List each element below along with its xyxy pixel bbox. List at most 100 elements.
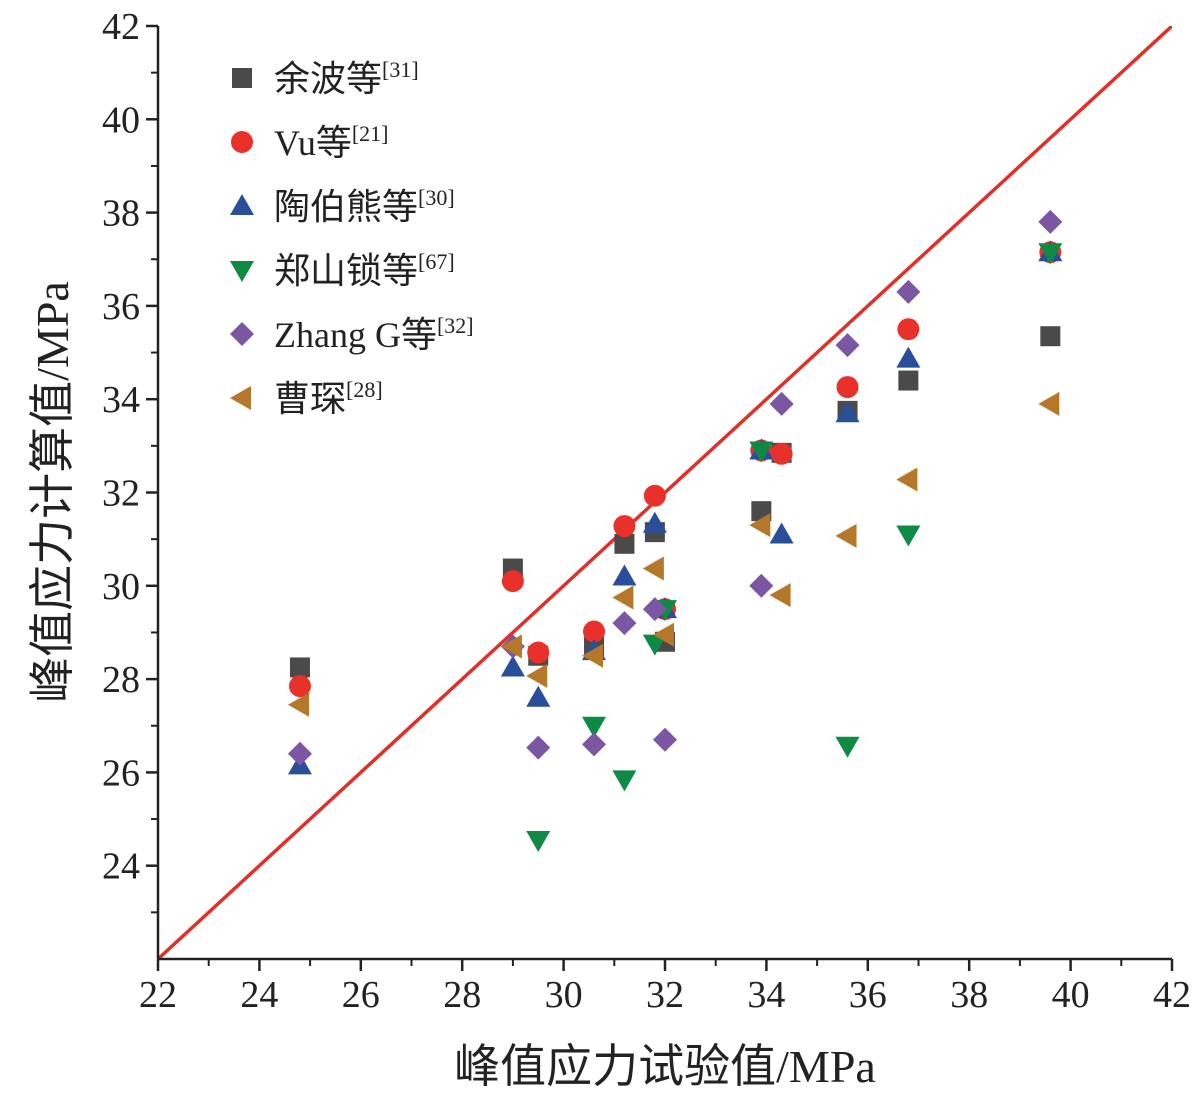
x-tick-label: 28 <box>443 974 481 1016</box>
legend-item: Vu等[21] <box>231 121 389 163</box>
data-point-triangle-left <box>612 585 634 610</box>
legend-reference: [21] <box>352 121 389 146</box>
data-point-circle <box>643 484 666 507</box>
legend-marker-triangle-up <box>230 194 254 215</box>
data-point-diamond <box>769 391 794 416</box>
data-point-triangle-left <box>287 692 309 717</box>
x-tick-label: 30 <box>545 974 583 1016</box>
legend-label: 郑山锁等[67] <box>274 249 455 291</box>
data-point-triangle-down <box>582 716 607 738</box>
data-point-diamond <box>526 735 551 760</box>
data-point-triangle-down <box>749 441 774 463</box>
y-tick-label: 40 <box>102 99 140 141</box>
legend-label: Zhang G等[32] <box>274 313 474 355</box>
data-point-square <box>289 657 310 678</box>
data-point-diamond <box>1038 209 1063 234</box>
x-tick-label: 36 <box>849 974 887 1016</box>
data-point-triangle-left <box>749 513 771 538</box>
x-tick-label: 42 <box>1153 974 1191 1016</box>
data-point-triangle-left <box>642 556 664 581</box>
y-tick-label: 34 <box>102 379 140 421</box>
data-point-circle <box>613 515 636 538</box>
y-tick-label: 32 <box>102 473 140 515</box>
y-tick-label: 42 <box>102 6 140 48</box>
data-point-triangle-up <box>896 346 921 368</box>
series-5 <box>287 391 1060 717</box>
data-point-triangle-left <box>526 663 548 688</box>
legend-series-name: 余波等 <box>274 59 382 99</box>
data-point-circle <box>501 570 524 593</box>
x-tick-label: 32 <box>646 974 684 1016</box>
legend-label: Vu等[21] <box>274 121 389 163</box>
data-point-triangle-up <box>612 564 637 586</box>
y-tick-label: 36 <box>102 286 140 328</box>
data-point-circle <box>897 318 920 341</box>
legend-item: 曹琛[28] <box>230 377 383 419</box>
legend-series-name: Vu等 <box>274 123 352 163</box>
data-point-triangle-up <box>642 511 667 533</box>
series-4 <box>287 209 1063 766</box>
x-tick-label: 24 <box>240 974 278 1016</box>
data-point-triangle-down <box>612 770 637 792</box>
legend-label: 陶伯熊等[30] <box>274 185 455 227</box>
data-point-diamond <box>835 333 860 358</box>
data-point-square <box>1040 326 1061 347</box>
data-point-diamond <box>749 573 774 598</box>
legend-marker-diamond <box>230 322 254 346</box>
data-point-triangle-left <box>896 467 918 492</box>
x-tick-label: 40 <box>1052 974 1090 1016</box>
legend-series-name: 曹琛 <box>274 379 346 419</box>
data-point-circle <box>770 442 793 465</box>
data-point-circle <box>288 675 311 698</box>
x-tick-label: 34 <box>747 974 785 1016</box>
y-tick-label: 26 <box>102 752 140 794</box>
data-point-circle <box>583 620 606 643</box>
legend-reference: [31] <box>382 57 419 82</box>
x-tick-label: 38 <box>950 974 988 1016</box>
legend-marker-triangle-left <box>230 386 251 410</box>
data-point-circle <box>836 376 859 399</box>
marker-layer <box>287 209 1063 853</box>
data-point-diamond <box>642 597 667 622</box>
data-point-triangle-down <box>642 634 667 656</box>
data-point-triangle-up <box>835 401 860 423</box>
legend-item: Zhang G等[32] <box>230 313 474 355</box>
x-axis-title: 峰值应力试验值/MPa <box>454 1041 876 1092</box>
data-point-triangle-down <box>835 736 860 758</box>
data-point-square <box>614 533 635 554</box>
legend: 余波等[31] Vu等[21] 陶伯熊等[30] 郑山锁等[67] Zhang G等[3… <box>230 57 474 419</box>
data-point-square <box>898 370 919 391</box>
data-point-diamond <box>653 727 677 752</box>
legend-marker-triangle-down <box>230 261 254 282</box>
legend-series-name: 陶伯熊等 <box>274 187 418 227</box>
data-point-triangle-left <box>835 523 857 548</box>
legend-reference: [30] <box>418 185 455 210</box>
data-point-triangle-up <box>526 685 551 707</box>
y-tick-label: 30 <box>102 566 140 608</box>
data-point-triangle-left <box>1038 391 1060 416</box>
legend-item: 郑山锁等[67] <box>230 249 455 291</box>
legend-reference: [28] <box>346 377 383 402</box>
data-point-diamond <box>896 279 921 304</box>
series-0 <box>289 326 1061 678</box>
y-axis-title: 峰值应力计算值/MPa <box>27 281 78 703</box>
legend-marker-square <box>232 68 252 88</box>
legend-item: 余波等[31] <box>232 57 419 99</box>
x-tick-label: 26 <box>342 974 380 1016</box>
y-tick-label: 24 <box>102 846 140 888</box>
axes: 22 24 26 28 30 32 34 36 38 40 42 24 26 28 30 32 34 36 38 40… <box>102 6 1191 1016</box>
legend-series-name: 郑山锁等 <box>274 251 418 291</box>
data-point-triangle-up <box>769 522 794 544</box>
legend-marker-circle <box>231 131 253 153</box>
data-point-diamond <box>612 611 637 636</box>
data-point-triangle-down <box>526 831 551 853</box>
data-point-triangle-down <box>896 525 921 547</box>
data-point-triangle-down <box>1038 243 1063 265</box>
data-point-diamond <box>287 741 312 766</box>
data-point-triangle-left <box>653 622 674 647</box>
legend-item: 陶伯熊等[30] <box>230 185 455 227</box>
data-point-triangle-left <box>769 583 791 608</box>
legend-reference: [67] <box>418 249 455 274</box>
data-point-triangle-up <box>500 655 525 677</box>
